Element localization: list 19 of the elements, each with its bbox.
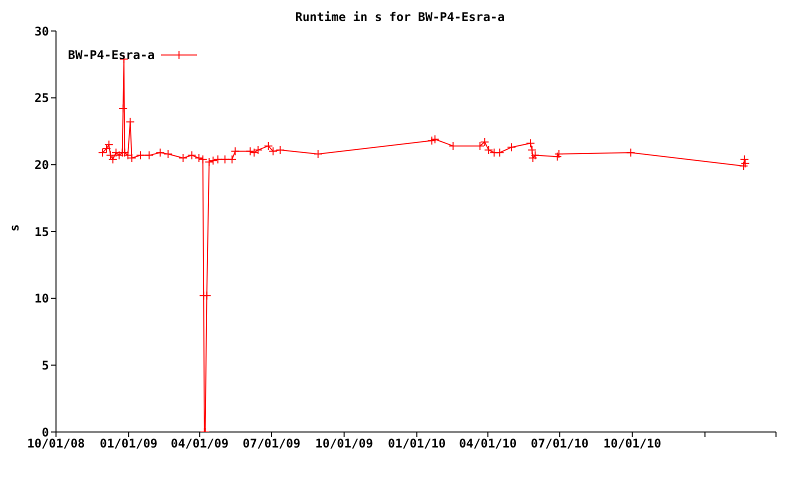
x-tick-label: 04/01/10 bbox=[458, 436, 517, 451]
y-tick-label: 25 bbox=[34, 91, 49, 106]
y-tick-label: 30 bbox=[34, 24, 49, 38]
y-tick-label: 5 bbox=[42, 358, 49, 372]
y-tick-label: 15 bbox=[34, 224, 49, 239]
x-tick-label: 10/01/08 bbox=[27, 436, 85, 451]
y-axis-title: s bbox=[7, 224, 22, 232]
x-tick-label: 07/01/10 bbox=[530, 436, 589, 451]
legend-label: BW-P4-Esra-a bbox=[68, 48, 155, 62]
x-tick-label: 07/01/09 bbox=[242, 436, 300, 451]
x-tick-label: 10/01/10 bbox=[603, 436, 662, 451]
x-tick-label: 10/01/09 bbox=[315, 436, 374, 451]
chart-title: Runtime in s for BW-P4-Esra-a bbox=[294, 10, 506, 24]
x-tick-label: 01/01/10 bbox=[388, 436, 446, 451]
y-tick-label: 20 bbox=[34, 158, 49, 172]
y-tick-label: 10 bbox=[34, 292, 49, 306]
y-tick-label: 0 bbox=[42, 425, 49, 440]
x-tick-label: 04/01/09 bbox=[170, 436, 229, 451]
x-tick-label: 01/01/09 bbox=[100, 436, 158, 451]
